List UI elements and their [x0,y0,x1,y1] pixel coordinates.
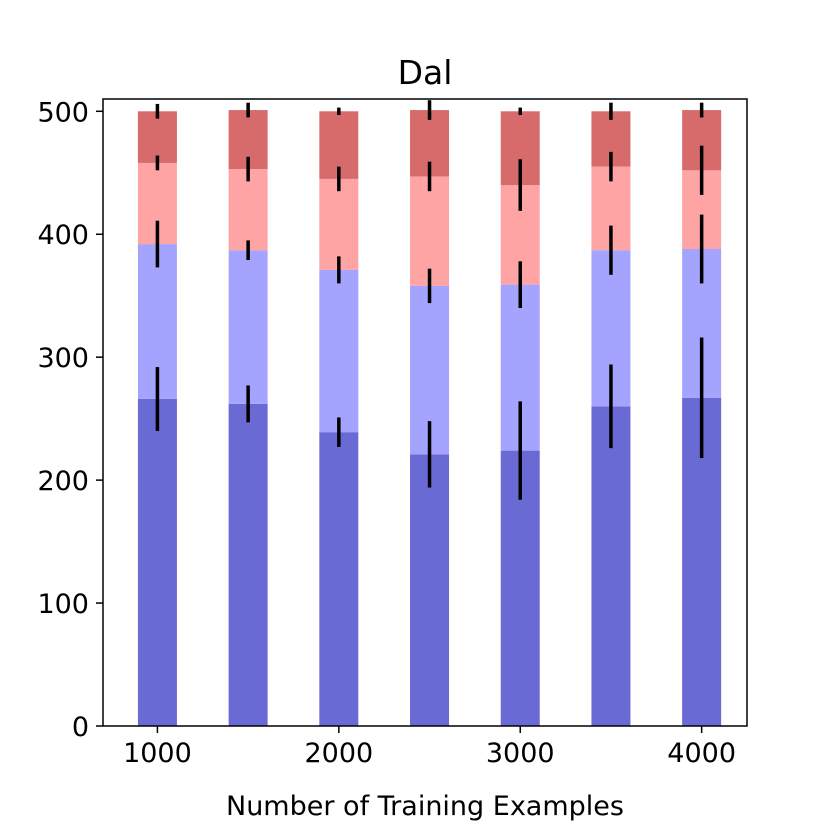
bar-segment [228,169,268,251]
bar-segment [228,250,268,404]
y-tick-label: 200 [37,466,89,497]
bar-segment [319,269,359,433]
bar-segment [319,432,359,726]
y-tick-label: 300 [37,343,89,374]
bar-segment [137,398,177,726]
bar-segment [410,176,450,286]
bar-segment [228,403,268,726]
axes-layer: 1000 2000 3000 4000 0 100 200 300 400 500 [37,97,736,769]
y-tick-label: 0 [72,712,89,743]
y-tick-label: 500 [37,97,89,128]
bar-segment [410,454,450,726]
y-tick-label: 100 [37,589,89,620]
plot-frame [102,98,748,727]
bars-layer [137,110,722,726]
bar-segment [319,178,359,270]
x-tick-label: 2000 [304,738,373,769]
y-tick-label: 400 [37,220,89,251]
x-tick-label: 1000 [123,738,192,769]
x-tick-label: 3000 [486,738,555,769]
chart-title: Dal [398,53,453,92]
error-bars-layer [155,100,704,500]
bar-segment [591,406,631,726]
x-axis-label: Number of Training Examples [226,791,624,822]
x-tick-label: 4000 [667,738,736,769]
bar-segment [137,111,177,163]
